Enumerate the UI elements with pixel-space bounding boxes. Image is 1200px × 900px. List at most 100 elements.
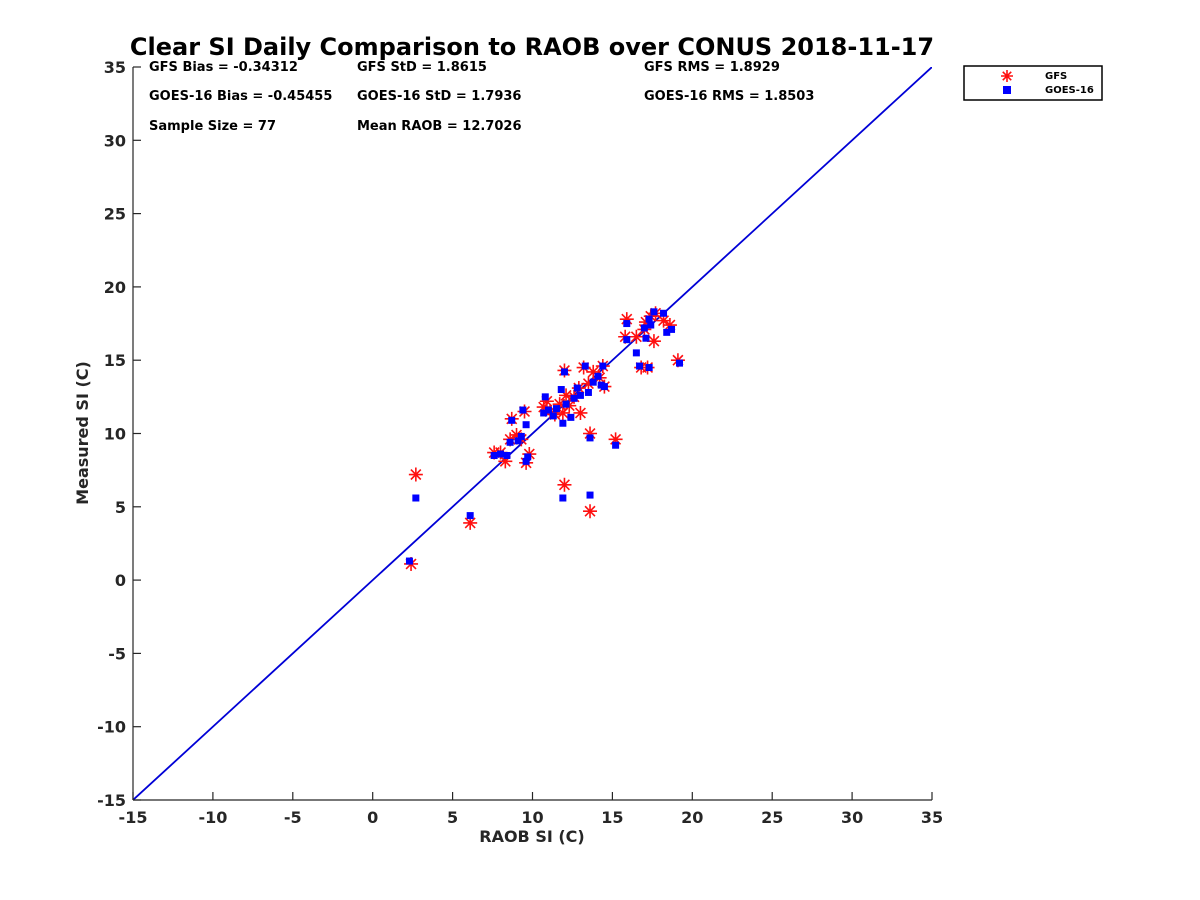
gfs-point-36 — [619, 312, 634, 327]
goes-16-point-9 — [517, 432, 525, 440]
goes-16-point-46 — [645, 364, 653, 372]
gfs-point-44 — [656, 313, 671, 328]
legend-goes-16-label: GOES-16 — [1045, 85, 1094, 96]
y-tick-label-5: 10 — [104, 425, 126, 444]
goes-16-point-6 — [506, 438, 514, 446]
gfs-point-20 — [559, 388, 574, 403]
gfs-series — [404, 306, 685, 571]
goes-16-point-8 — [514, 437, 522, 445]
gfs-point-31 — [557, 477, 572, 492]
gfs-point-27 — [586, 364, 601, 379]
x-tick-label-4: 5 — [447, 808, 458, 827]
goes-16-point-20 — [559, 419, 567, 427]
legend: GFS GOES-16 — [963, 65, 1103, 101]
gfs-point-2 — [463, 515, 478, 530]
gfs-point-24 — [573, 405, 588, 420]
x-tick-label-0: -15 — [119, 808, 148, 827]
x-tick-label-6: 15 — [601, 808, 623, 827]
goes-16-point-2 — [466, 512, 474, 520]
goes-16-point-39 — [623, 320, 631, 328]
gfs-point-41 — [646, 334, 661, 349]
gfs-point-45 — [662, 318, 677, 333]
one-to-one-line — [133, 67, 932, 800]
goes-16-point-30 — [594, 372, 602, 380]
goes-16-point-25 — [573, 384, 581, 392]
goes-16-point-4 — [497, 450, 505, 458]
goes-16-point-5 — [503, 451, 511, 459]
goes-16-point-35 — [586, 434, 594, 442]
goes-16-point-19 — [557, 386, 565, 394]
gfs-point-1 — [408, 467, 423, 482]
gfs-point-26 — [581, 376, 596, 391]
goes-16-point-43 — [645, 315, 653, 323]
stat-text-1-2: GOES-16 RMS = 1.8503 — [644, 89, 814, 104]
gfs-point-32 — [583, 426, 598, 441]
gfs-point-33 — [583, 504, 598, 519]
x-tick-label-2: -5 — [284, 808, 302, 827]
x-tick-label-5: 10 — [521, 808, 543, 827]
y-tick-label-3: 0 — [115, 571, 126, 590]
goes-16-point-34 — [559, 494, 567, 502]
stat-text-0-2: GFS RMS = 1.8929 — [644, 60, 780, 75]
goes-16-point-10 — [519, 406, 527, 414]
goes-16-point-14 — [540, 409, 548, 417]
gfs-point-34 — [608, 432, 623, 447]
goes-16-point-3 — [490, 451, 498, 459]
goes-16-point-29 — [589, 378, 597, 386]
goes-16-point-18 — [552, 405, 560, 413]
goes-16-point-26 — [576, 391, 584, 399]
goes-16-point-27 — [581, 362, 589, 370]
legend-gfs-marker — [1001, 70, 1013, 82]
goes-16-point-47 — [642, 334, 650, 342]
goes-16-point-49 — [663, 328, 671, 336]
y-tick-label-4: 5 — [115, 498, 126, 517]
goes-16-point-7 — [508, 416, 516, 424]
y-tick-label-0: -15 — [97, 791, 126, 810]
goes-16-point-11 — [522, 421, 530, 429]
stat-text-1-0: GOES-16 Bias = -0.45455 — [149, 89, 332, 104]
legend-gfs-label: GFS — [1045, 71, 1067, 82]
x-tick-label-7: 20 — [681, 808, 703, 827]
gfs-point-14 — [539, 394, 554, 409]
goes-16-point-51 — [676, 359, 684, 367]
goes-16-point-44 — [647, 321, 655, 329]
goes-16-point-48 — [660, 309, 668, 317]
stat-text-0-0: GFS Bias = -0.34312 — [149, 60, 298, 75]
x-tick-label-9: 30 — [841, 808, 863, 827]
y-tick-label-7: 20 — [104, 278, 126, 297]
goes-16-point-33 — [600, 383, 608, 391]
goes-16-point-24 — [570, 394, 578, 402]
goes-16-point-28 — [584, 388, 592, 396]
gfs-point-17 — [552, 397, 567, 412]
goes-16-point-40 — [632, 349, 640, 357]
stats-annotations: GFS Bias = -0.34312 GFS StD = 1.8615 GFS R… — [149, 60, 814, 134]
x-axis-ticks: -15 -10 -5 0 5 10 15 20 25 30 35 — [119, 792, 943, 827]
goes-16-point-12 — [522, 457, 530, 465]
gfs-point-13 — [536, 400, 551, 415]
goes-16-point-45 — [650, 308, 658, 316]
stat-text-0-1: GFS StD = 1.8615 — [357, 60, 487, 75]
goes-16-point-15 — [541, 393, 549, 401]
x-axis-label: RAOB SI (C) — [479, 827, 584, 846]
stat-text-2-1: Mean RAOB = 12.7026 — [357, 119, 522, 134]
goes-16-point-13 — [524, 453, 532, 461]
x-tick-label-3: 0 — [367, 808, 378, 827]
goes-16-point-50 — [668, 325, 676, 333]
y-tick-label-6: 15 — [104, 351, 126, 370]
gfs-point-5 — [498, 454, 513, 469]
goes-16-point-22 — [562, 400, 570, 408]
stat-text-2-0: Sample Size = 77 — [149, 119, 276, 134]
y-axis-ticks: -15 -10 -5 0 5 10 15 20 25 30 35 — [97, 58, 141, 810]
y-tick-label-1: -10 — [97, 718, 126, 737]
gfs-point-37 — [629, 329, 644, 344]
stat-text-1-1: GOES-16 StD = 1.7936 — [357, 89, 521, 104]
chart-title: Clear SI Daily Comparison to RAOB over C… — [130, 33, 934, 61]
one-to-one-line-group — [133, 67, 932, 800]
goes-16-point-36 — [586, 491, 594, 499]
y-tick-label-9: 30 — [104, 131, 126, 150]
goes-16-point-32 — [599, 362, 607, 370]
goes-16-series — [405, 308, 684, 565]
legend-box — [963, 65, 1103, 101]
y-tick-label-10: 35 — [104, 58, 126, 77]
